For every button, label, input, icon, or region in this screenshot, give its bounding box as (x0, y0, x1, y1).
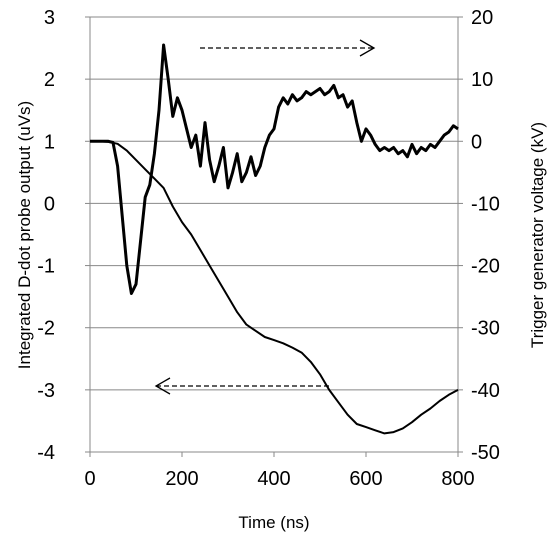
series-group (90, 43, 459, 435)
y2-tick-label: 20 (471, 7, 493, 29)
x-tick-label: 400 (257, 468, 290, 490)
x-axis-title: Time (ns) (238, 513, 309, 532)
y2-tick-label: 0 (471, 131, 482, 153)
y-tick-label: 1 (44, 131, 55, 153)
arrow-left (154, 377, 330, 395)
y-tick-label: 3 (44, 7, 55, 29)
x-tick-label: 0 (84, 468, 95, 490)
y-tick-label: -1 (37, 256, 55, 278)
trigger-voltage-line (90, 140, 459, 435)
y2-tick-label: -10 (471, 193, 500, 215)
y2-tick-label: -20 (471, 256, 500, 278)
left-tick-labels: 3 2 1 0 -1 -2 -3 -4 (37, 7, 90, 464)
probe-output-line (90, 43, 459, 295)
x-tick-label: 600 (349, 468, 382, 490)
arrow-right (200, 39, 376, 57)
y-tick-label: -2 (37, 318, 55, 340)
y-tick-label: 0 (44, 193, 55, 215)
y2-tick-label: 10 (471, 69, 493, 91)
plot-area (89, 17, 459, 453)
y2-axis-title: Trigger generator voltage (kV) (528, 122, 547, 348)
y-tick-label: -3 (37, 380, 55, 402)
y2-tick-label: -30 (471, 318, 500, 340)
y-axis-title: Integrated D-dot probe output (uVs) (15, 101, 34, 369)
y2-tick-label: -40 (471, 380, 500, 402)
x-tick-labels: 0 200 400 600 800 (84, 452, 475, 490)
arrow-right-head (359, 39, 376, 57)
x-tick-label: 200 (165, 468, 198, 490)
x-tick-label: 800 (441, 468, 474, 490)
right-tick-labels: 20 10 0 -10 -20 -30 -40 -50 (458, 7, 500, 464)
arrow-left-head (154, 377, 171, 395)
gridlines (90, 16, 458, 453)
y-tick-label: -4 (37, 442, 55, 464)
y-tick-label: 2 (44, 69, 55, 91)
y2-tick-label: -50 (471, 442, 500, 464)
